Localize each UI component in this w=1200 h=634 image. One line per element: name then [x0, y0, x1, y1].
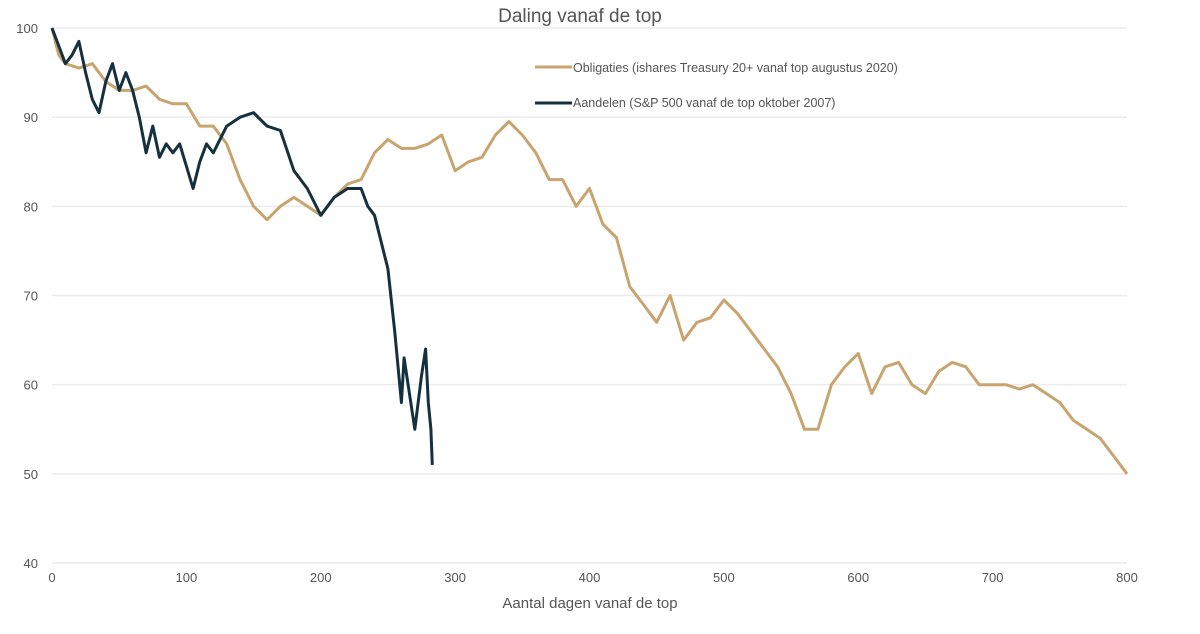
x-tick-label: 600: [847, 570, 869, 585]
series-lines: [50, 27, 1129, 475]
x-tick-label: 300: [444, 570, 466, 585]
x-tick-label: 400: [579, 570, 601, 585]
x-axis: 0 100 200 300 400 500 600 700 800: [48, 570, 1137, 585]
y-tick-label: 50: [24, 467, 38, 482]
y-tick-label: 40: [24, 556, 38, 571]
x-tick-label: 500: [713, 570, 735, 585]
legend-label-aandelen: Aandelen (S&P 500 vanaf de top oktober 2…: [573, 96, 835, 110]
x-tick-label: 700: [982, 570, 1004, 585]
y-tick-label: 70: [24, 289, 38, 304]
x-tick-label: 0: [48, 570, 55, 585]
series-line-aandelen: [50, 27, 434, 465]
legend-label-obligaties: Obligaties (ishares Treasury 20+ vanaf t…: [573, 61, 898, 75]
grid: [52, 27, 1127, 564]
x-tick-label: 800: [1116, 570, 1138, 585]
y-tick-label: 100: [16, 21, 38, 36]
x-axis-label: Aantal dagen vanaf de top: [502, 595, 677, 612]
y-tick-label: 60: [24, 378, 38, 393]
y-tick-label: 90: [24, 110, 38, 125]
legend: Obligaties (ishares Treasury 20+ vanaf t…: [535, 61, 898, 110]
chart-title: Daling vanaf de top: [498, 6, 662, 27]
series-line-obligaties: [50, 27, 1129, 475]
y-tick-label: 80: [24, 199, 38, 214]
x-tick-label: 100: [176, 570, 198, 585]
y-axis: 40 50 60 70 80 90 100: [16, 21, 38, 571]
x-tick-label: 200: [310, 570, 332, 585]
